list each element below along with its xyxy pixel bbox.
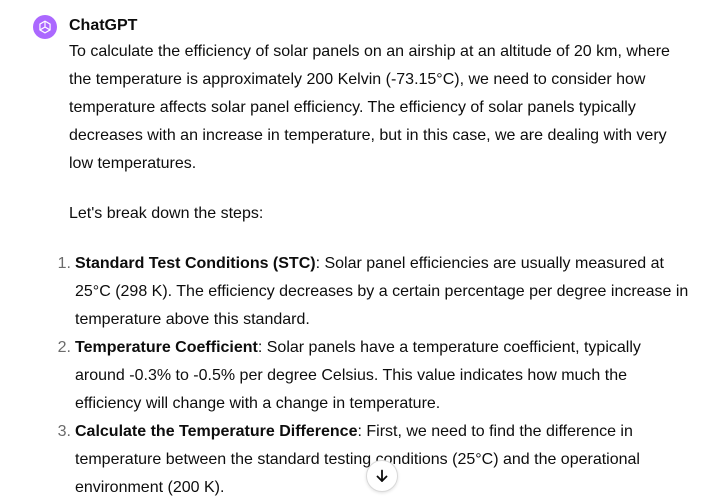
list-item: 3. Calculate the Temperature Difference:… xyxy=(58,418,694,500)
steps-list: 1. Standard Test Conditions (STC): Solar… xyxy=(58,250,694,500)
step-term: Calculate the Temperature Difference xyxy=(75,423,358,440)
scroll-to-bottom-button[interactable] xyxy=(366,460,398,492)
lead-paragraph: Let's break down the steps: xyxy=(69,205,264,222)
list-number: 3. xyxy=(57,423,71,440)
list-item: 2. Temperature Coefficient: Solar panels… xyxy=(58,334,694,418)
list-number: 1. xyxy=(57,255,71,272)
message-author: ChatGPT xyxy=(69,17,138,34)
step-term: Temperature Coefficient xyxy=(75,339,258,356)
arrow-down-icon xyxy=(376,469,388,482)
message-content: To calculate the efficiency of solar pan… xyxy=(58,38,694,500)
list-item: 1. Standard Test Conditions (STC): Solar… xyxy=(58,250,694,334)
openai-logo-icon xyxy=(33,15,57,39)
step-text: : Solar panel efficiencies are usually m… xyxy=(75,255,689,328)
intro-paragraph: To calculate the efficiency of solar pan… xyxy=(69,43,670,172)
list-number: 2. xyxy=(57,339,71,356)
step-text: : Solar panels have a temperature coeffi… xyxy=(75,339,641,412)
step-text: : First, we need to find the difference … xyxy=(75,423,640,496)
step-term: Standard Test Conditions (STC) xyxy=(75,255,316,272)
